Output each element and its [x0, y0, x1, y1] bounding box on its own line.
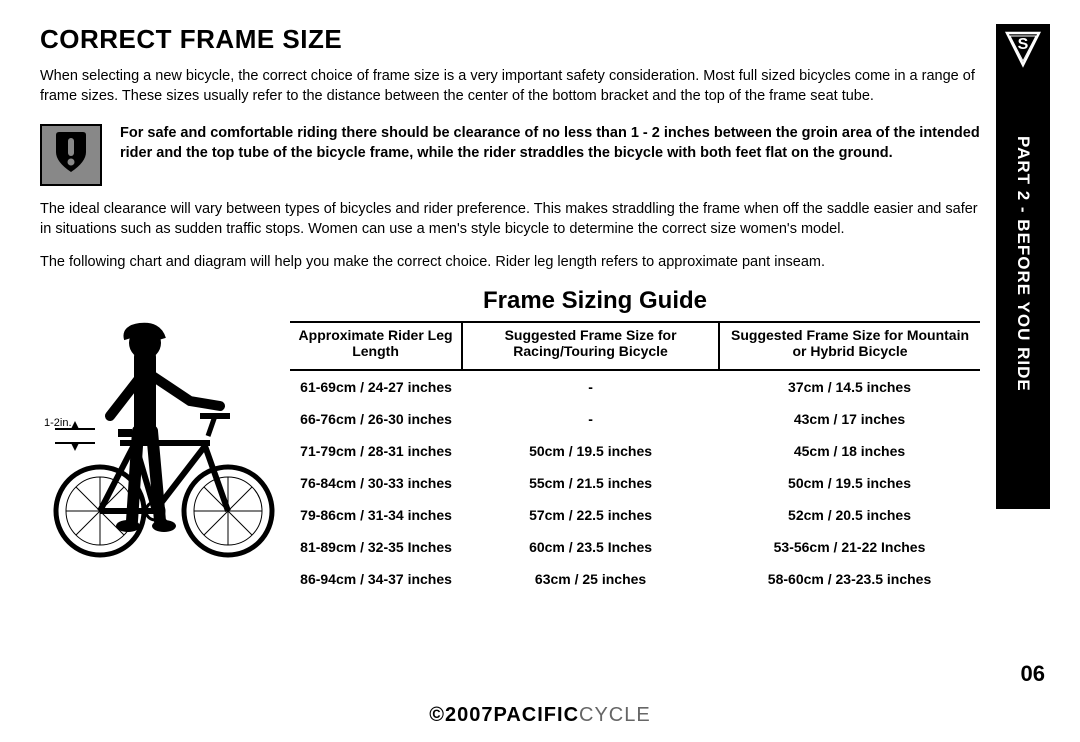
- cell: 57cm / 22.5 inches: [462, 499, 719, 531]
- footer: ©2007PACIFICCYCLE: [0, 704, 1080, 727]
- table-row: 76-84cm / 30-33 inches55cm / 21.5 inches…: [290, 467, 980, 499]
- cell: 43cm / 17 inches: [719, 403, 980, 435]
- guide-title: Frame Sizing Guide: [210, 287, 980, 315]
- warning-text: For safe and comfortable riding there sh…: [120, 124, 980, 163]
- col-header-racing: Suggested Frame Size for Racing/Touring …: [462, 322, 719, 370]
- sidebar: S PART 2 - BEFORE YOU RIDE: [996, 24, 1050, 509]
- cell: 66-76cm / 26-30 inches: [290, 403, 462, 435]
- sidebar-section-label: PART 2 - BEFORE YOU RIDE: [1013, 136, 1033, 392]
- cell: 37cm / 14.5 inches: [719, 370, 980, 403]
- cell: 76-84cm / 30-33 inches: [290, 467, 462, 499]
- table-row: 79-86cm / 31-34 inches57cm / 22.5 inches…: [290, 499, 980, 531]
- sidebar-logo-icon: S: [996, 24, 1050, 74]
- page-number: 06: [1021, 661, 1045, 687]
- paragraph-2: The ideal clearance will vary between ty…: [40, 200, 980, 239]
- warning-icon: [40, 124, 102, 186]
- footer-brand-light: CYCLE: [579, 704, 651, 726]
- table-row: 71-79cm / 28-31 inches50cm / 19.5 inches…: [290, 435, 980, 467]
- table-row: 66-76cm / 26-30 inches-43cm / 17 inches: [290, 403, 980, 435]
- cell: -: [462, 403, 719, 435]
- guide-area: 1-2in.: [40, 321, 980, 595]
- intro-paragraph: When selecting a new bicycle, the correc…: [40, 67, 980, 106]
- cell: 60cm / 23.5 Inches: [462, 531, 719, 563]
- sizing-table: Approximate Rider Leg Length Suggested F…: [290, 321, 980, 595]
- col-header-mountain: Suggested Frame Size for Mountain or Hyb…: [719, 322, 980, 370]
- cell: 61-69cm / 24-27 inches: [290, 370, 462, 403]
- cell: 79-86cm / 31-34 inches: [290, 499, 462, 531]
- diagram-label: 1-2in.: [44, 417, 72, 429]
- table-row: 61-69cm / 24-27 inches-37cm / 14.5 inche…: [290, 370, 980, 403]
- cell: 58-60cm / 23-23.5 inches: [719, 563, 980, 595]
- col-header-leg: Approximate Rider Leg Length: [290, 322, 462, 370]
- cell: 63cm / 25 inches: [462, 563, 719, 595]
- cell: 52cm / 20.5 inches: [719, 499, 980, 531]
- cell: 50cm / 19.5 inches: [462, 435, 719, 467]
- footer-copyright: ©2007: [429, 704, 493, 726]
- cell: 86-94cm / 34-37 inches: [290, 563, 462, 595]
- cell: 53-56cm / 21-22 Inches: [719, 531, 980, 563]
- page: CORRECT FRAME SIZE When selecting a new …: [0, 0, 1080, 742]
- table-row: 86-94cm / 34-37 inches63cm / 25 inches58…: [290, 563, 980, 595]
- section-title: CORRECT FRAME SIZE: [40, 24, 980, 55]
- main-content: CORRECT FRAME SIZE When selecting a new …: [40, 24, 980, 595]
- table-body: 61-69cm / 24-27 inches-37cm / 14.5 inche…: [290, 370, 980, 595]
- footer-brand-bold: PACIFIC: [494, 704, 580, 726]
- svg-text:S: S: [1018, 36, 1029, 53]
- cell: 45cm / 18 inches: [719, 435, 980, 467]
- sizing-diagram: 1-2in.: [40, 321, 280, 595]
- paragraph-3: The following chart and diagram will hel…: [40, 253, 980, 273]
- sizing-table-wrap: Approximate Rider Leg Length Suggested F…: [290, 321, 980, 595]
- cell: 50cm / 19.5 inches: [719, 467, 980, 499]
- warning-block: For safe and comfortable riding there sh…: [40, 124, 980, 186]
- table-header-row: Approximate Rider Leg Length Suggested F…: [290, 322, 980, 370]
- cell: -: [462, 370, 719, 403]
- cell: 55cm / 21.5 inches: [462, 467, 719, 499]
- cell: 81-89cm / 32-35 Inches: [290, 531, 462, 563]
- cell: 71-79cm / 28-31 inches: [290, 435, 462, 467]
- table-row: 81-89cm / 32-35 Inches60cm / 23.5 Inches…: [290, 531, 980, 563]
